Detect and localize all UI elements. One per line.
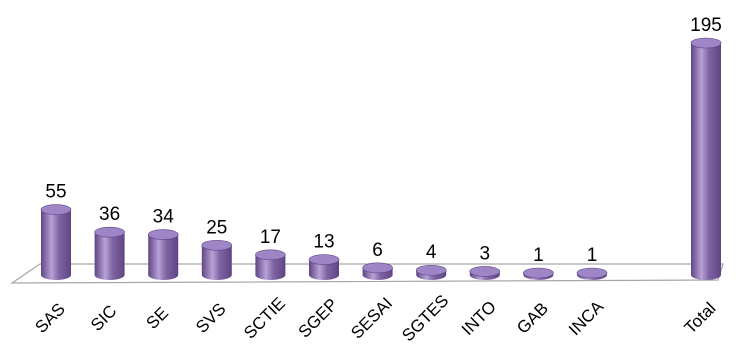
bar-se xyxy=(147,229,179,280)
data-labels: 55 36 34 25 17 13 6 4 3 1 1 195 xyxy=(45,15,721,266)
bar-body xyxy=(94,232,125,280)
data-label: 195 xyxy=(690,15,722,36)
bar-body xyxy=(201,245,232,280)
bar-total xyxy=(690,37,722,280)
bar-body xyxy=(255,254,286,280)
bar-series xyxy=(40,37,722,280)
bar-svs xyxy=(201,239,233,280)
bar-top xyxy=(201,239,233,251)
floor-plane xyxy=(10,263,724,284)
bar-body xyxy=(309,259,339,280)
data-label: 6 xyxy=(372,240,383,261)
bar-body xyxy=(691,43,721,280)
data-label: 25 xyxy=(206,217,227,238)
bar-top xyxy=(94,226,125,238)
bar-top xyxy=(147,229,179,240)
tick-label: SCTIE xyxy=(240,294,289,343)
bar-sesai xyxy=(362,262,393,280)
bar-top xyxy=(308,254,340,265)
bar-body xyxy=(41,209,71,280)
tick-label: SAS xyxy=(31,299,68,336)
tick-label: INTO xyxy=(458,297,500,339)
bar-sgep xyxy=(308,254,340,280)
tick-label: SGTES xyxy=(398,291,452,345)
bar-top xyxy=(523,267,554,279)
data-label: 36 xyxy=(99,204,120,225)
bar-into xyxy=(469,266,501,280)
data-label: 55 xyxy=(45,182,66,203)
data-label: 1 xyxy=(533,245,544,266)
tick-label: SE xyxy=(143,303,172,332)
chart-floor xyxy=(10,263,724,284)
data-label: 4 xyxy=(426,242,437,263)
bar-sctie xyxy=(255,249,286,280)
data-label: 17 xyxy=(260,227,281,248)
bar-sic xyxy=(94,226,125,280)
bar-sas xyxy=(40,204,72,280)
data-label: 1 xyxy=(587,245,598,266)
bar-body xyxy=(148,234,179,280)
tick-label: SVS xyxy=(192,299,229,336)
tick-label: SGEP xyxy=(295,295,342,342)
tick-label: GAB xyxy=(513,299,552,338)
data-label: 13 xyxy=(313,232,334,253)
tick-label: SESAI xyxy=(347,294,396,343)
data-label: 3 xyxy=(480,243,491,264)
bar-inca xyxy=(576,267,608,280)
tick-label: Total xyxy=(681,299,720,338)
bar-top xyxy=(40,204,72,215)
data-label: 34 xyxy=(153,207,175,228)
bar-top xyxy=(415,264,447,276)
bar-top xyxy=(362,262,393,274)
category-axis: SAS SIC SE SVS SCTIE SGEP SESAI SGTES INTO GAB INC… xyxy=(31,291,719,345)
tick-label: INCA xyxy=(565,297,608,340)
bar-gab xyxy=(523,267,554,280)
bar-top xyxy=(576,267,608,279)
bar-top xyxy=(469,266,501,277)
bar-top xyxy=(690,37,722,49)
bar-top xyxy=(255,249,286,261)
tick-label: SIC xyxy=(87,301,120,334)
bar-sgtes xyxy=(415,264,447,280)
